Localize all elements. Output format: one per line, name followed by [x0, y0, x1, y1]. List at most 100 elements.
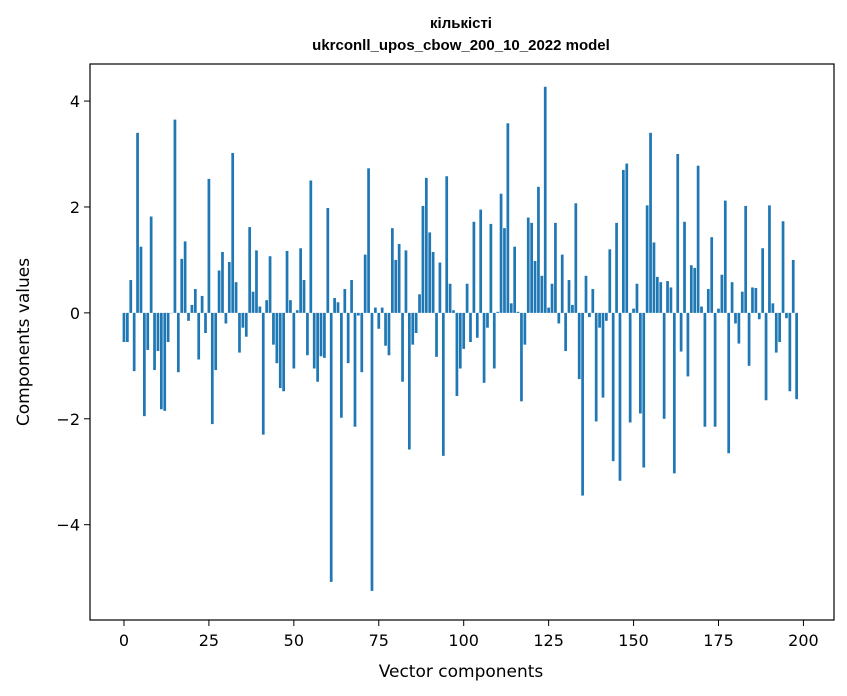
bar	[350, 280, 353, 313]
bar	[448, 283, 452, 313]
bar	[357, 312, 360, 316]
bar	[720, 274, 724, 313]
bars-group	[122, 86, 798, 591]
bar	[197, 312, 201, 360]
bar	[404, 250, 408, 313]
y-tick-label: 4	[70, 92, 80, 111]
bar	[207, 178, 211, 313]
bar	[176, 312, 180, 373]
bar	[754, 287, 758, 313]
bar	[778, 312, 781, 342]
bar	[329, 312, 333, 582]
bar	[615, 222, 618, 313]
bar	[757, 312, 761, 320]
bar	[306, 312, 309, 356]
bar	[285, 250, 289, 313]
bar	[462, 312, 466, 349]
bar	[289, 300, 292, 313]
bar	[537, 186, 540, 313]
x-tick-label: 75	[369, 631, 389, 650]
bar	[173, 119, 177, 313]
bar	[278, 312, 282, 389]
bar	[700, 306, 703, 313]
plot-frame	[89, 63, 835, 621]
bar	[282, 312, 285, 392]
bar	[774, 312, 778, 353]
bar	[696, 165, 700, 313]
bar	[221, 251, 224, 313]
bar	[550, 283, 554, 313]
x-tick-label: 0	[119, 631, 129, 650]
bar	[292, 312, 296, 369]
bar	[581, 312, 584, 496]
bar	[526, 217, 530, 313]
bar	[214, 312, 218, 371]
bar	[316, 312, 319, 382]
bar	[272, 312, 275, 345]
bar	[380, 307, 384, 313]
bar	[523, 312, 527, 345]
bar	[598, 312, 601, 328]
bar	[744, 205, 748, 313]
bar	[431, 251, 435, 313]
bar	[764, 312, 768, 401]
chart-title: кількісті	[430, 15, 492, 32]
bar	[455, 312, 459, 397]
bar	[336, 302, 340, 313]
bar	[200, 295, 204, 313]
bar	[217, 270, 221, 313]
bar	[781, 221, 785, 313]
bar	[788, 312, 792, 392]
bar	[265, 300, 269, 313]
bar	[346, 312, 350, 364]
bar	[251, 291, 255, 313]
bar	[730, 282, 734, 313]
bar	[683, 221, 686, 313]
bar	[204, 312, 207, 333]
bar	[421, 205, 425, 313]
bar	[557, 312, 561, 324]
bar	[183, 241, 187, 313]
bar	[438, 262, 442, 313]
bar	[407, 312, 411, 450]
bar	[163, 312, 167, 411]
bar	[577, 312, 581, 380]
bar	[601, 312, 605, 398]
bar	[628, 312, 632, 423]
bar	[591, 289, 595, 313]
bar	[751, 287, 754, 313]
bar	[676, 154, 680, 313]
bar	[309, 180, 313, 313]
bar	[584, 275, 588, 313]
bar	[143, 312, 146, 417]
bar	[713, 312, 717, 427]
bar	[428, 232, 432, 313]
bar	[227, 262, 231, 313]
x-tick-label: 100	[448, 631, 479, 650]
bar	[475, 312, 479, 338]
bar	[486, 312, 489, 328]
bar	[445, 176, 449, 313]
bar	[458, 312, 462, 369]
bar	[703, 312, 707, 427]
bar	[323, 312, 326, 358]
y-tick-label: −2	[56, 410, 80, 429]
bar	[312, 312, 316, 369]
bar	[740, 291, 744, 313]
y-axis-label: Components values	[14, 258, 34, 426]
bar	[737, 312, 741, 344]
bar	[299, 248, 302, 313]
bar	[516, 311, 520, 313]
bar	[435, 312, 438, 357]
bar	[343, 289, 347, 313]
bar	[622, 169, 625, 313]
bar	[241, 312, 245, 328]
bar	[360, 312, 364, 373]
bar	[187, 312, 190, 321]
bar	[503, 228, 506, 313]
bar	[489, 223, 493, 313]
bar	[156, 312, 160, 352]
bar	[387, 312, 391, 356]
bar	[689, 265, 693, 313]
bar	[543, 86, 547, 313]
